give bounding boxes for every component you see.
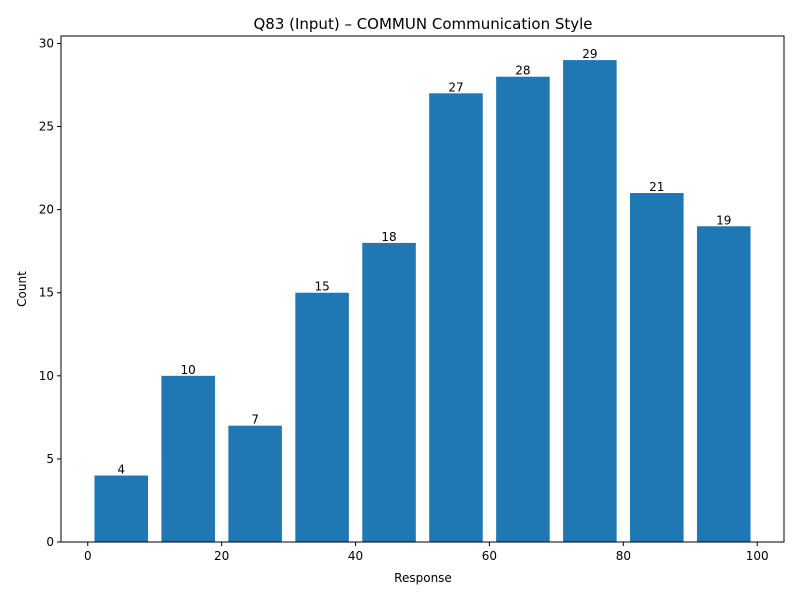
bar <box>228 425 282 542</box>
x-tick-label: 60 <box>482 549 497 563</box>
y-tick-label: 25 <box>39 120 54 134</box>
y-axis-ticks: 0 5 10 15 20 25 30 <box>39 36 61 549</box>
bar-value-label: 29 <box>582 47 597 61</box>
bar <box>429 93 483 542</box>
y-tick-label: 10 <box>39 369 54 383</box>
chart-title: Q83 (Input) – COMMUN Communication Style <box>253 15 592 33</box>
bar-value-label: 10 <box>181 363 196 377</box>
x-axis-label: Response <box>394 571 452 585</box>
bar <box>295 292 349 542</box>
bar <box>362 242 416 542</box>
bar <box>161 375 215 542</box>
bar <box>696 226 751 542</box>
bar <box>94 475 149 542</box>
bar-value-label: 19 <box>716 213 731 227</box>
bars-group <box>94 60 751 542</box>
x-tick-label: 80 <box>616 549 631 563</box>
bar <box>630 193 684 542</box>
bar-value-label: 15 <box>314 280 329 294</box>
bar <box>563 60 617 542</box>
y-tick-label: 15 <box>39 286 54 300</box>
bar-value-label: 21 <box>649 180 664 194</box>
y-axis-label: Count <box>15 271 29 307</box>
bar-value-label: 18 <box>381 230 396 244</box>
x-tick-label: 100 <box>746 549 769 563</box>
x-tick-label: 20 <box>214 549 229 563</box>
bar-value-label: 7 <box>251 413 259 427</box>
bar-value-label: 4 <box>117 463 125 477</box>
y-tick-label: 5 <box>46 452 54 466</box>
y-tick-label: 0 <box>46 535 54 549</box>
plot-frame <box>60 35 785 543</box>
y-tick-label: 30 <box>39 36 54 50</box>
x-axis-ticks: 0 20 40 60 80 100 <box>84 542 769 563</box>
bar-value-label: 28 <box>515 64 530 78</box>
bar-labels-group: 4 10 7 15 18 27 28 29 21 19 <box>117 47 731 476</box>
y-tick-label: 20 <box>39 203 54 217</box>
bar <box>496 76 550 542</box>
x-tick-label: 40 <box>348 549 363 563</box>
x-tick-label: 0 <box>84 549 92 563</box>
bar-value-label: 27 <box>448 80 463 94</box>
